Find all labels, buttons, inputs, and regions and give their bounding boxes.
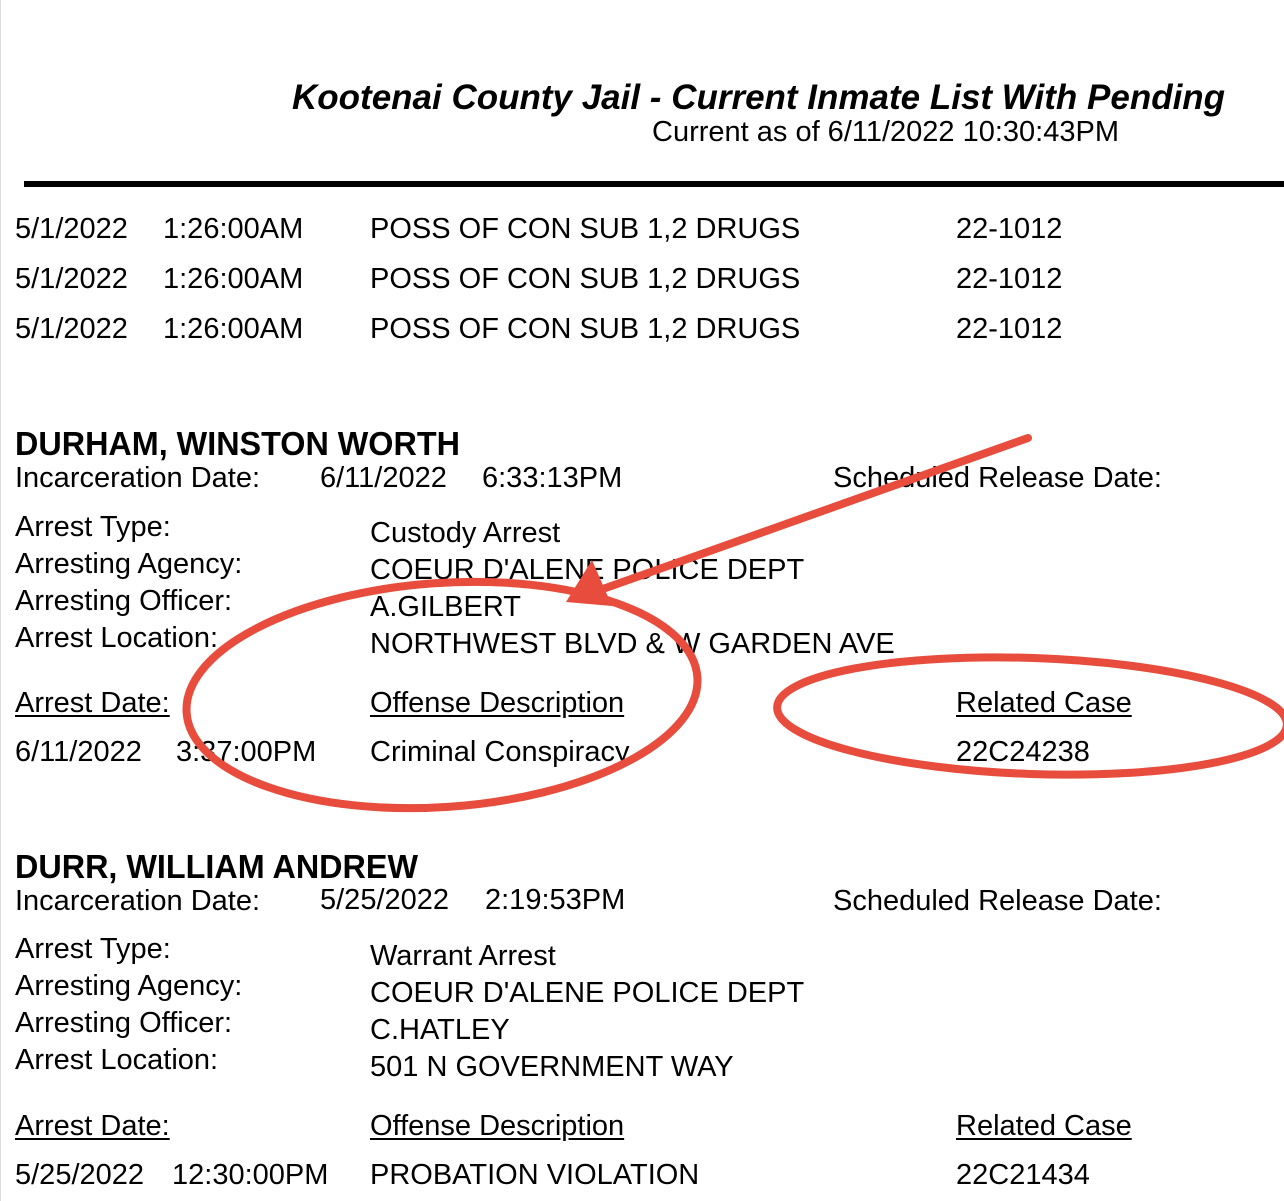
report-timestamp: Current as of 6/11/2022 10:30:43PM <box>652 116 1119 148</box>
arresting-officer-label: Arresting Officer: <box>15 1007 233 1039</box>
header-divider <box>24 181 1284 187</box>
offense-description: Criminal Conspiracy <box>370 736 630 768</box>
arresting-agency-label: Arresting Agency: <box>15 970 243 1002</box>
arrest-time: 12:30:00PM <box>172 1159 329 1191</box>
scheduled-release-label: Scheduled Release Date: <box>833 885 1162 917</box>
arresting-officer: C.HATLEY <box>370 1014 510 1046</box>
arrest-type: Custody Arrest <box>370 517 561 549</box>
arrest-type: Warrant Arrest <box>370 940 556 972</box>
charge-time: 1:26:00AM <box>163 313 304 345</box>
offense-description-header: Offense Description <box>370 1110 625 1142</box>
arresting-agency: COEUR D'ALENE POLICE DEPT <box>370 554 805 586</box>
arrest-location-label: Arrest Location: <box>15 622 219 654</box>
arrest-date: 6/11/2022 <box>15 736 142 768</box>
incarceration-date-label: Incarceration Date: <box>15 885 261 917</box>
report-title: Kootenai County Jail - Current Inmate Li… <box>292 78 1226 117</box>
arrest-date-header: Arrest Date: <box>15 687 170 719</box>
charge-case: 22-1012 <box>956 263 1063 295</box>
incarceration-time: 6:33:13PM <box>482 462 623 494</box>
inmate-name: DURHAM, WINSTON WORTH <box>15 425 460 462</box>
arrest-date: 5/25/2022 <box>15 1159 145 1191</box>
incarceration-date-label: Incarceration Date: <box>15 462 261 494</box>
charge-case: 22-1012 <box>956 313 1063 345</box>
related-case-header: Related Case <box>956 1110 1132 1142</box>
charge-time: 1:26:00AM <box>163 263 304 295</box>
arresting-officer: A.GILBERT <box>370 591 521 623</box>
arresting-agency: COEUR D'ALENE POLICE DEPT <box>370 977 805 1009</box>
related-case-header: Related Case <box>956 687 1132 719</box>
arrest-location: 501 N GOVERNMENT WAY <box>370 1051 734 1083</box>
charge-time: 1:26:00AM <box>163 213 304 245</box>
page-edge <box>0 0 1 1201</box>
charge-offense: POSS OF CON SUB 1,2 DRUGS <box>370 263 801 295</box>
offense-description-header: Offense Description <box>370 687 625 719</box>
scheduled-release-label: Scheduled Release Date: <box>833 462 1162 494</box>
charge-offense: POSS OF CON SUB 1,2 DRUGS <box>370 213 801 245</box>
incarceration-date: 5/25/2022 <box>320 884 450 916</box>
charge-date: 5/1/2022 <box>15 263 128 295</box>
arrest-location-label: Arrest Location: <box>15 1044 219 1076</box>
arrest-type-label: Arrest Type: <box>15 511 171 543</box>
arrest-type-label: Arrest Type: <box>15 933 171 965</box>
arresting-officer-label: Arresting Officer: <box>15 585 233 617</box>
arrest-time: 3:37:00PM <box>176 736 317 768</box>
incarceration-time: 2:19:53PM <box>485 884 626 916</box>
arrest-location: NORTHWEST BLVD & W GARDEN AVE <box>370 628 895 660</box>
charge-date: 5/1/2022 <box>15 213 128 245</box>
related-case: 22C24238 <box>956 736 1090 768</box>
charge-date: 5/1/2022 <box>15 313 128 345</box>
arrest-date-header: Arrest Date: <box>15 1110 170 1142</box>
related-case: 22C21434 <box>956 1159 1090 1191</box>
charge-offense: POSS OF CON SUB 1,2 DRUGS <box>370 313 801 345</box>
incarceration-date: 6/11/2022 <box>320 462 447 494</box>
charge-case: 22-1012 <box>956 213 1063 245</box>
offense-description: PROBATION VIOLATION <box>370 1159 700 1191</box>
arresting-agency-label: Arresting Agency: <box>15 548 243 580</box>
inmate-name: DURR, WILLIAM ANDREW <box>15 848 418 885</box>
